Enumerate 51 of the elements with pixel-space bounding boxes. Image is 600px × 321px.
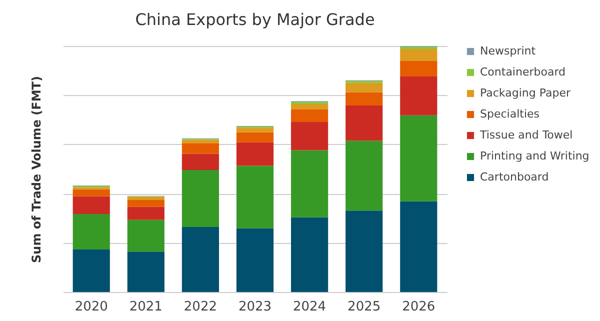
bar: [400, 48, 438, 62]
x-tick-label: 2021: [129, 300, 162, 314]
legend-label: Newsprint: [480, 44, 536, 58]
bar: [72, 214, 110, 250]
bar: [127, 200, 164, 207]
legend-label: Tissue and Towel: [479, 128, 573, 142]
x-tick-label: 2026: [402, 300, 436, 314]
x-tick-label: 2020: [74, 300, 108, 314]
bar: [182, 140, 219, 144]
bar: [291, 122, 328, 150]
legend-label: Cartonboard: [480, 170, 549, 184]
bar: [346, 210, 383, 292]
legend-label: Packaging Paper: [480, 86, 571, 100]
bar: [346, 92, 383, 106]
x-tick-label: 2025: [348, 300, 381, 314]
x-tick-label: 2023: [238, 300, 272, 314]
bar: [291, 104, 328, 110]
bar: [346, 82, 383, 92]
y-axis-title: Sum of Trade Volume (FMT): [30, 76, 44, 263]
bar: [127, 252, 164, 292]
bar: [400, 76, 438, 116]
bar: [182, 227, 219, 292]
bar: [182, 154, 219, 170]
bar: [236, 132, 274, 142]
bar: [346, 106, 383, 141]
bar: [72, 189, 110, 196]
bar: [182, 170, 219, 228]
legend-label: Containerboard: [480, 66, 566, 78]
bar: [291, 109, 328, 122]
bar: [236, 228, 274, 292]
bar: [291, 217, 328, 292]
bar: [400, 61, 438, 77]
bar: [400, 115, 438, 202]
bar: [72, 249, 110, 292]
legend-label: Printing and Writing: [480, 150, 590, 162]
bar: [127, 196, 164, 200]
x-tick-label: 2024: [293, 300, 326, 314]
x-tick-label: 2022: [184, 300, 217, 314]
bar: [236, 142, 274, 166]
bar: [127, 220, 164, 252]
bar: [291, 150, 328, 218]
bar: [346, 140, 383, 211]
bar: [291, 102, 328, 104]
bar: [236, 166, 274, 228]
bar: [236, 128, 274, 132]
chart-title: China Exports by Major Grade: [135, 10, 375, 29]
legend-label: Specialties: [480, 108, 540, 120]
bar: [127, 206, 164, 220]
bar: [400, 201, 438, 292]
bar: [182, 143, 219, 154]
bar: [72, 196, 110, 214]
